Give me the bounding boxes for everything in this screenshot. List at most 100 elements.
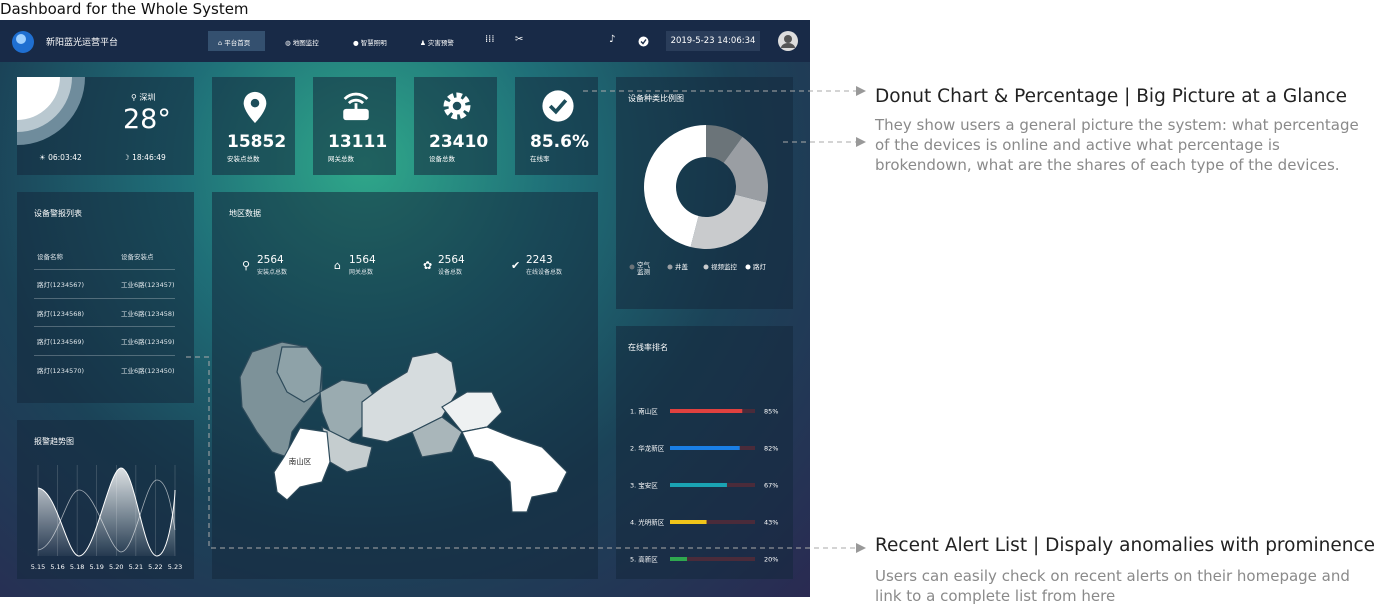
x-tick-label: 5.22: [148, 563, 162, 571]
region-value: 2564: [438, 254, 465, 266]
legend-swatch: [629, 264, 635, 270]
nav-label: 平台首页: [224, 39, 251, 47]
temperature: 28°: [123, 104, 171, 135]
panel-title: 设备警报列表: [34, 209, 82, 218]
rank-bar: [670, 483, 727, 487]
nav-label: 地图监控: [292, 39, 319, 47]
nav-item[interactable]: ◍ 地图监控: [285, 39, 319, 47]
donut-segment: [644, 125, 706, 248]
column-header: 设备安装点: [121, 253, 154, 261]
legend-label-line: 空气: [637, 260, 651, 269]
nav-item[interactable]: ● 智慧照明: [353, 39, 387, 47]
map: 南山区: [239, 341, 568, 513]
rank-label: 2. 华龙新区: [630, 444, 665, 453]
panel-title: 地区数据: [229, 209, 261, 218]
legend-swatch: [667, 264, 673, 270]
stat-value: 23410: [429, 132, 489, 152]
nav-label: 灾害预警: [427, 39, 454, 47]
brand: 新阳蓝光运营平台: [46, 38, 119, 48]
logo: [12, 31, 34, 53]
stat-value: 13111: [328, 132, 388, 152]
rank-bar: [670, 409, 743, 413]
rank-value: 67%: [764, 482, 778, 490]
rank-value: 43%: [764, 519, 778, 527]
rank-track: [670, 520, 755, 524]
legend-label: 视频监控: [711, 262, 738, 271]
stat-value: 15852: [227, 132, 287, 152]
rank-bar: [670, 557, 687, 561]
stat-label: 设备总数: [429, 155, 455, 163]
nav-active: [208, 31, 265, 51]
check-icon[interactable]: [638, 36, 649, 47]
x-tick-label: 5.15: [31, 563, 45, 571]
city: 深圳: [139, 93, 156, 102]
map-label: 南山区: [289, 456, 312, 466]
region-icon: ✿: [423, 259, 433, 272]
x-tick-label: 5.19: [89, 563, 103, 571]
x-tick-label: 5.18: [70, 563, 84, 571]
region-icon: ⚲: [242, 259, 251, 272]
row-separator: [34, 269, 175, 270]
sunrise-time: 06:03:42: [48, 153, 82, 162]
region-label: 网关总数: [349, 269, 374, 276]
annotation-heading: Donut Chart & Percentage | Big Picture a…: [875, 86, 1347, 107]
stat-icon: [243, 91, 267, 123]
stat-label: 在线率: [530, 155, 550, 163]
dashboard: 新阳蓝光运营平台 ⌂ 平台首页 ◍ 地图监控 ● 智慧照明 ♟ 灾害预警 ⁞⁞⁞…: [0, 20, 810, 597]
alert-panel[interactable]: 设备警报列表 设备名称 设备安装点 路灯(1234567) 工业6路(123457…: [17, 192, 194, 403]
alert-cell: 路灯(1234570): [37, 366, 85, 375]
region-value: 2564: [257, 254, 284, 266]
alert-cell: 工业6路(123450): [121, 366, 175, 375]
annotation-text: They show users a general picture the sy…: [875, 116, 1359, 174]
x-tick-label: 5.20: [109, 563, 123, 571]
region-value: 1564: [349, 254, 376, 266]
stat-card: 13111 网关总数: [313, 77, 396, 175]
row-separator: [34, 354, 175, 356]
stat-card: 23410 设备总数: [414, 77, 497, 175]
region-icon: ✔: [511, 259, 521, 272]
rank-label: 5. 高新区: [630, 555, 658, 564]
rank-label: 4. 光明新区: [630, 518, 665, 527]
datetime: 2019-5-23 14:06:34: [666, 31, 760, 51]
donut-segment: [690, 194, 767, 249]
alert-cell: 工业6路(123459): [121, 338, 175, 346]
bell-icon[interactable]: ♪: [609, 34, 616, 45]
apps-icon[interactable]: ⁞⁞⁞: [485, 34, 495, 45]
rank-track: [670, 557, 755, 561]
stat-label: 安装点总数: [227, 155, 260, 163]
tools-icon[interactable]: ✂: [515, 34, 524, 45]
donut-chart: 空气监测 井盖 视频监控 路灯: [629, 125, 768, 276]
region-label: 安装点总数: [257, 269, 288, 276]
stat-icon: [443, 92, 471, 120]
legend-label: 井盖: [675, 262, 689, 271]
stat-card: 15852 安装点总数: [212, 77, 295, 175]
annotation-heading: Recent Alert List | Dispaly anomalies wi…: [875, 535, 1374, 556]
sun-graphic: [17, 77, 85, 145]
trend-panel: 报警趋势图 5.15 5.16 5.18 5.19 5.20 5.21 5.22 5.23: [17, 420, 194, 579]
nav-item[interactable]: ♟ 灾害预警: [420, 39, 454, 47]
donut-panel: 设备种类比例图 空气监测 井盖 视频监控 路灯: [616, 77, 793, 309]
rank-label: 3. 宝安区: [630, 481, 658, 490]
region-value: 2243: [526, 254, 553, 266]
legend-swatch: [703, 264, 709, 270]
weather-panel: ⚲ 深圳 28° ☀ 06:03:42 ☽ 18:46:49: [17, 77, 194, 175]
panel-title: 设备种类比例图: [628, 94, 684, 103]
nav-label: 智慧照明: [360, 39, 387, 47]
stat-value: 85.6%: [530, 132, 589, 152]
rank-value: 20%: [764, 556, 778, 564]
stat-label: 网关总数: [328, 155, 354, 163]
weather-city: ⚲ 深圳: [131, 93, 156, 102]
rank-value: 85%: [764, 408, 778, 416]
panel-title: 在线率排名: [628, 343, 668, 352]
avatar[interactable]: [777, 30, 799, 52]
alert-cell: 路灯(1234567): [37, 281, 85, 289]
stat-icon: [343, 92, 369, 121]
nav-item[interactable]: ⌂ 平台首页: [218, 39, 251, 47]
column-header: 设备名称: [37, 253, 63, 261]
sunrise: ☀ 06:03:42: [39, 153, 82, 162]
legend-label: 空气监测: [637, 260, 651, 276]
row-separator: [34, 297, 175, 299]
donut-segment: [723, 136, 768, 203]
annotation-text: Users can easily check on recent alerts …: [875, 567, 1350, 605]
